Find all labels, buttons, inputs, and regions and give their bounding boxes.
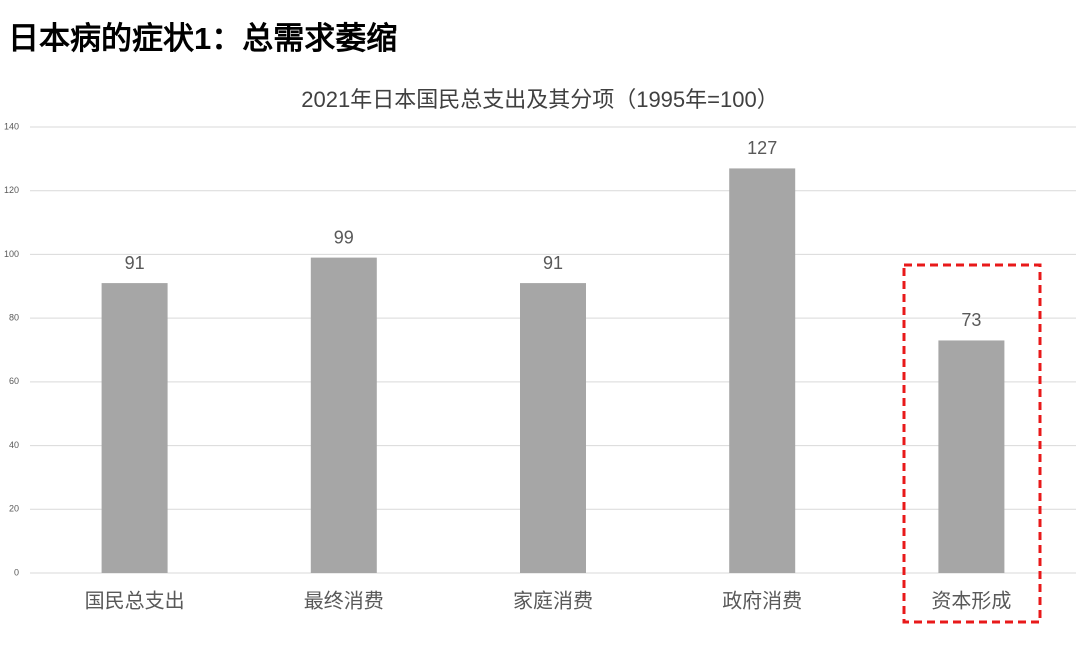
x-tick-label: 最终消费 (304, 589, 384, 612)
y-tick-label: 140 (4, 121, 19, 131)
x-tick-label: 国民总支出 (85, 589, 185, 612)
value-label: 99 (334, 227, 354, 247)
value-label: 127 (747, 138, 777, 158)
value-label: 73 (961, 310, 981, 330)
x-tick-label: 资本形成 (931, 589, 1011, 612)
bar (101, 283, 168, 573)
y-tick-label: 20 (9, 504, 19, 514)
y-tick-label: 120 (4, 185, 19, 195)
y-tick-label: 40 (9, 440, 19, 450)
x-tick-label: 家庭消费 (513, 589, 593, 612)
y-tick-label: 60 (9, 376, 19, 386)
y-tick-label: 80 (9, 313, 19, 323)
value-label: 91 (125, 253, 145, 273)
page-title: 日本病的症状1：总需求萎缩 (8, 21, 397, 56)
x-tick-label: 政府消费 (722, 589, 802, 612)
bar (938, 340, 1005, 573)
y-tick-label: 100 (4, 249, 19, 259)
y-tick-label: 0 (14, 567, 19, 577)
chart-title: 2021年日本国民总支出及其分项（1995年=100） (301, 87, 778, 112)
bar (520, 283, 586, 573)
highlight-box (902, 263, 1042, 624)
value-label: 91 (543, 253, 563, 273)
bar (310, 257, 377, 573)
plot: 国民总支出 91 最终消费 99 家庭消费 91 政府消费 127 资本形成 73 (85, 138, 1012, 612)
bar (729, 168, 796, 573)
